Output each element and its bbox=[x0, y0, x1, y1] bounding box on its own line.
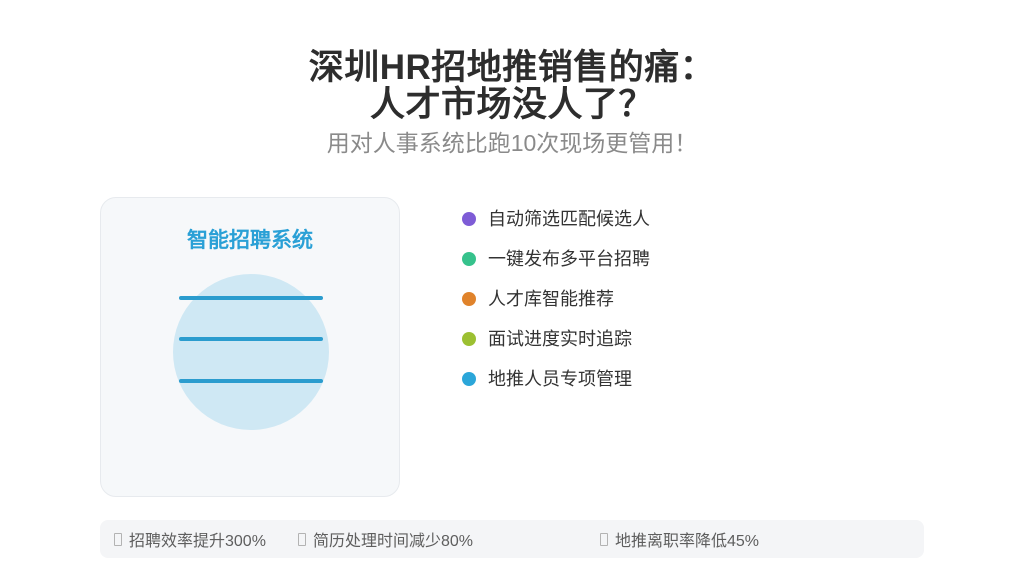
bullet-dot-icon bbox=[462, 292, 476, 306]
header: 深圳HR招地推销售的痛： 人才市场没人了？ 用对人事系统比跑10次现场更管用！ bbox=[0, 49, 1024, 156]
stat-label: 简历处理时间减少80% bbox=[313, 533, 474, 550]
feature-item: 自动筛选匹配候选人 bbox=[462, 199, 650, 239]
feature-item: 一键发布多平台招聘 bbox=[462, 239, 650, 279]
page-title: 深圳HR招地推销售的痛： 人才市场没人了？ bbox=[0, 49, 1024, 123]
missing-glyph-icon bbox=[114, 532, 122, 546]
page-subtitle: 用对人事系统比跑10次现场更管用！ bbox=[326, 130, 698, 156]
text-line-shape bbox=[179, 379, 323, 383]
feature-label: 一键发布多平台招聘 bbox=[488, 249, 650, 269]
stats-bar: 招聘效率提升300% 简历处理时间减少80% 地推离职率降低45% bbox=[100, 520, 924, 558]
missing-glyph-icon bbox=[600, 532, 608, 546]
bullet-dot-icon bbox=[462, 252, 476, 266]
bullet-dot-icon bbox=[462, 212, 476, 226]
stat-label: 招聘效率提升300% bbox=[129, 533, 266, 550]
stat-item: 简历处理时间减少80% bbox=[298, 520, 473, 558]
feature-item: 人才库智能推荐 bbox=[462, 279, 650, 319]
feature-label: 地推人员专项管理 bbox=[488, 369, 632, 389]
missing-glyph-icon bbox=[298, 532, 306, 546]
product-card: 智能招聘系统 bbox=[100, 197, 400, 497]
feature-label: 面试进度实时追踪 bbox=[488, 329, 632, 349]
feature-item: 地推人员专项管理 bbox=[462, 359, 650, 399]
bullet-dot-icon bbox=[462, 332, 476, 346]
text-line-shape bbox=[179, 296, 323, 300]
bullet-dot-icon bbox=[462, 372, 476, 386]
page-title-line1: 深圳HR招地推销售的痛： bbox=[308, 48, 716, 87]
stat-label: 地推离职率降低45% bbox=[615, 533, 760, 550]
stat-item: 招聘效率提升300% bbox=[114, 520, 266, 558]
page-title-line2: 人才市场没人了？ bbox=[369, 85, 654, 124]
feature-label: 人才库智能推荐 bbox=[488, 289, 614, 309]
text-line-shape bbox=[179, 337, 323, 341]
card-title: 智能招聘系统 bbox=[187, 229, 313, 252]
stat-item: 地推离职率降低45% bbox=[600, 520, 759, 558]
feature-label: 自动筛选匹配候选人 bbox=[488, 209, 650, 229]
feature-item: 面试进度实时追踪 bbox=[462, 319, 650, 359]
document-circle-illustration bbox=[173, 274, 329, 430]
feature-list: 自动筛选匹配候选人 一键发布多平台招聘 人才库智能推荐 面试进度实时追踪 地推人… bbox=[462, 199, 650, 399]
